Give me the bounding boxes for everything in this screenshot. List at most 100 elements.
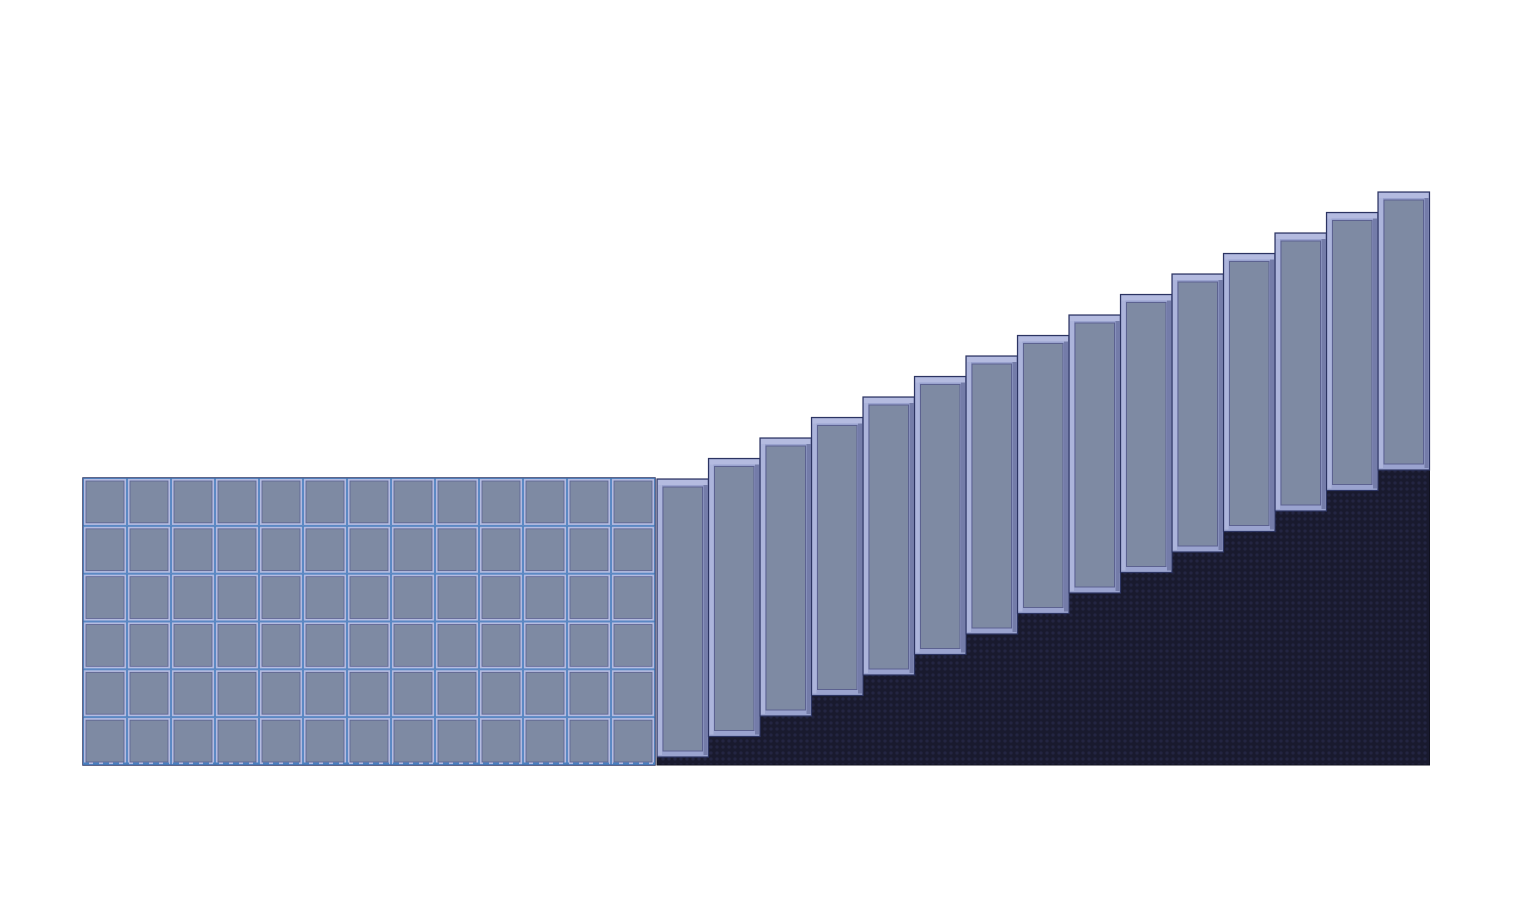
grid-tile [523, 478, 567, 526]
grid-tile [435, 717, 479, 765]
grid-tile-panel [481, 528, 521, 572]
grid-tile [523, 717, 567, 765]
stair-panel-inner [1023, 343, 1064, 608]
grid-tile [303, 573, 347, 622]
grid-tile [127, 525, 171, 574]
grid-tile-panel [481, 480, 521, 524]
stair-panel-right-post [1270, 259, 1274, 530]
grid-tile-panel [437, 576, 477, 619]
grid-tile [259, 478, 303, 526]
grid-tile-panel [85, 671, 125, 715]
stair-panel-cap [1121, 295, 1171, 301]
grid-tile [215, 669, 259, 718]
grid-tile-panel [349, 719, 389, 763]
stair-panel-right-post [1218, 280, 1223, 550]
stair-panel-left-post [864, 403, 868, 673]
grid-tile-panel [437, 671, 477, 715]
grid-tile [215, 717, 259, 765]
grid-tile-panel [217, 528, 257, 572]
grid-tile-panel [393, 576, 433, 619]
grid-tile [127, 717, 171, 765]
stair-panel-inner [868, 404, 909, 670]
grid-tile-panel [129, 671, 169, 715]
grid-tile [611, 717, 655, 765]
grid-tile-panel [525, 480, 565, 524]
grid-tile-panel [349, 528, 389, 572]
grid-tile-panel [261, 671, 301, 715]
stair-panel-cap [1018, 336, 1068, 342]
grid-tile-panel [525, 624, 565, 667]
grid-tile [171, 621, 215, 670]
grid-tile [83, 621, 127, 670]
grid-tile [303, 621, 347, 670]
grid-tile-panel [173, 528, 213, 572]
grid-tile [303, 525, 347, 574]
grid-tile-panel [129, 528, 169, 572]
stair-panel [1119, 293, 1173, 574]
stair-panel-inner [1332, 220, 1373, 485]
grid-tile-panel [173, 719, 213, 763]
grid-tile-panel [305, 576, 345, 619]
stair-panel-left-post [761, 444, 765, 714]
stair-panel-left-post [1070, 321, 1074, 591]
stair-panel-cap [915, 377, 965, 383]
grid-tile-panel [305, 480, 345, 524]
stair-panel-right-post [1064, 341, 1068, 612]
grid-tile [83, 669, 127, 718]
stair-panel-left-post [1379, 198, 1383, 468]
grid-tile-panel [525, 528, 565, 572]
stair-panel-left-post [812, 423, 817, 694]
grid-tile [303, 717, 347, 765]
stair-panel-cap [658, 480, 708, 485]
grid-tile [435, 478, 479, 526]
stair-panel-cap [1070, 316, 1120, 321]
stair-panel-left-post [709, 464, 714, 735]
stair-panel-right-post [909, 403, 914, 673]
grid-tile-panel [217, 671, 257, 715]
stair-panel-cap [1224, 254, 1274, 260]
stair-panel-right-post [755, 464, 759, 735]
grid-tile-panel [261, 719, 301, 763]
grid-tile-panel [305, 624, 345, 667]
grid-tile [171, 669, 215, 718]
stair-panel [1325, 211, 1379, 492]
grid-tile-panel [481, 576, 521, 619]
grid-tile [479, 573, 523, 622]
stair-panel-left-post [1224, 259, 1229, 530]
grid-tile [611, 525, 655, 574]
grid-tile [435, 669, 479, 718]
grid-tile [391, 525, 435, 574]
panel-grid-block [82, 477, 656, 766]
grid-tile-panel [85, 480, 125, 524]
grid-tile-panel [481, 719, 521, 763]
stair-panel-cap [1327, 213, 1377, 219]
stair-panel-right-post [1012, 362, 1017, 632]
grid-tile-panel [85, 719, 125, 763]
stair-panel-right-post [1115, 321, 1120, 591]
grid-tile-panel [261, 480, 301, 524]
stair-panel-left-post [967, 362, 971, 632]
grid-tile [567, 717, 611, 765]
grid-tile-panel [437, 624, 477, 667]
grid-tile-panel [85, 624, 125, 667]
grid-tile [83, 525, 127, 574]
grid-tile-panel [569, 671, 609, 715]
stair-panel-cap [1379, 193, 1429, 198]
stair-panel-inner [765, 445, 806, 711]
grid-tile-panel [481, 671, 521, 715]
grid-tile [611, 669, 655, 718]
grid-tile [303, 478, 347, 526]
grid-tile [171, 478, 215, 526]
grid-tile [83, 573, 127, 622]
grid-tile-panel [217, 480, 257, 524]
stair-panel-inner [714, 466, 755, 731]
grid-tile [171, 525, 215, 574]
grid-tile [391, 478, 435, 526]
grid-tile [303, 669, 347, 718]
grid-tile-panel [525, 576, 565, 619]
stair-panel-left-post [658, 485, 662, 755]
grid-tile-panel [393, 719, 433, 763]
stair-panel-right-post [703, 485, 708, 755]
stair-panel-inner [1280, 240, 1321, 506]
grid-tile [611, 478, 655, 526]
